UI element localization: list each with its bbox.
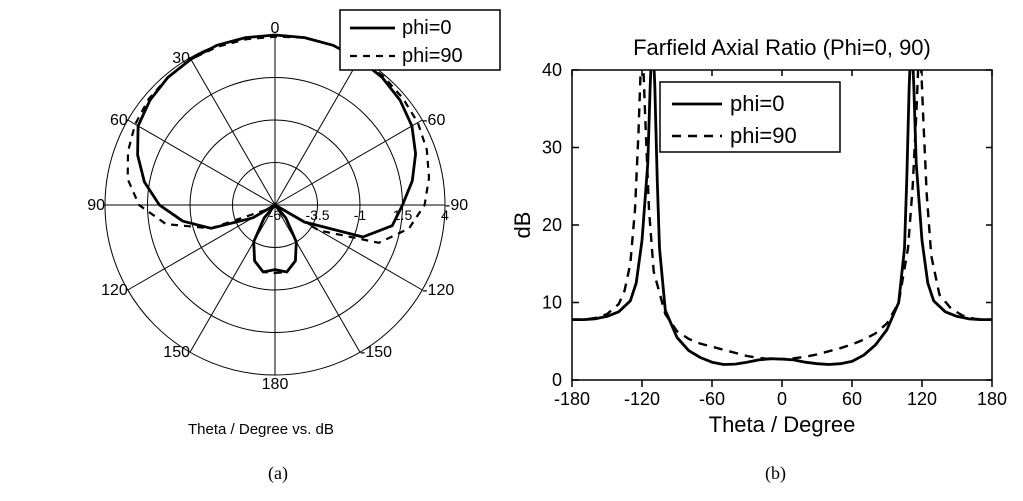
polar-chart-panel: 0306090120150180-30-60-90-120-150-6-3.5-… bbox=[50, 0, 510, 501]
svg-text:0: 0 bbox=[552, 370, 562, 390]
svg-text:150: 150 bbox=[163, 344, 190, 361]
svg-text:120: 120 bbox=[907, 389, 937, 409]
svg-text:Theta / Degree: Theta / Degree bbox=[709, 412, 856, 437]
svg-text:-120: -120 bbox=[624, 389, 660, 409]
subcaption-b: (b) bbox=[765, 463, 786, 484]
svg-text:120: 120 bbox=[101, 282, 128, 299]
figure-container: 0306090120150180-30-60-90-120-150-6-3.5-… bbox=[0, 0, 1023, 501]
cartesian-chart-panel: -180 -120 -60 0 60 120 180 0 10 20 30 40 Farfield Ax… bbox=[510, 0, 1023, 501]
svg-text:phi=90: phi=90 bbox=[402, 45, 463, 67]
svg-text:phi=0: phi=0 bbox=[730, 91, 784, 116]
svg-text:-60: -60 bbox=[699, 389, 725, 409]
svg-text:-150: -150 bbox=[360, 344, 392, 361]
subcaption-a: (a) bbox=[268, 463, 288, 484]
svg-text:phi=90: phi=90 bbox=[730, 123, 797, 148]
svg-text:60: 60 bbox=[110, 112, 128, 129]
polar-chart-svg: 0306090120150180-30-60-90-120-150-6-3.5-… bbox=[50, 0, 510, 440]
svg-text:60: 60 bbox=[842, 389, 862, 409]
polar-x-caption: Theta / Degree vs. dB bbox=[188, 421, 334, 438]
svg-text:phi=0: phi=0 bbox=[402, 17, 452, 39]
svg-text:-3.5: -3.5 bbox=[305, 207, 329, 223]
svg-text:180: 180 bbox=[262, 376, 289, 393]
svg-text:30: 30 bbox=[172, 50, 190, 67]
svg-text:10: 10 bbox=[542, 293, 562, 313]
svg-text:180: 180 bbox=[977, 389, 1007, 409]
svg-text:90: 90 bbox=[87, 197, 105, 214]
svg-text:0: 0 bbox=[777, 389, 787, 409]
svg-text:dB: dB bbox=[510, 212, 535, 239]
svg-text:40: 40 bbox=[542, 60, 562, 80]
svg-text:-1: -1 bbox=[354, 207, 367, 223]
svg-text:4: 4 bbox=[441, 207, 449, 223]
svg-text:-60: -60 bbox=[422, 112, 445, 129]
svg-text:30: 30 bbox=[542, 138, 562, 158]
svg-text:Farfield Axial Ratio (Phi=0,: Farfield Axial Ratio (Phi=0, 90) bbox=[633, 35, 931, 60]
svg-text:20: 20 bbox=[542, 215, 562, 235]
cartesian-chart-svg: -180 -120 -60 0 60 120 180 0 10 20 30 40 Farfield Ax… bbox=[510, 0, 1023, 440]
svg-text:-120: -120 bbox=[422, 282, 454, 299]
svg-text:-180: -180 bbox=[554, 389, 590, 409]
